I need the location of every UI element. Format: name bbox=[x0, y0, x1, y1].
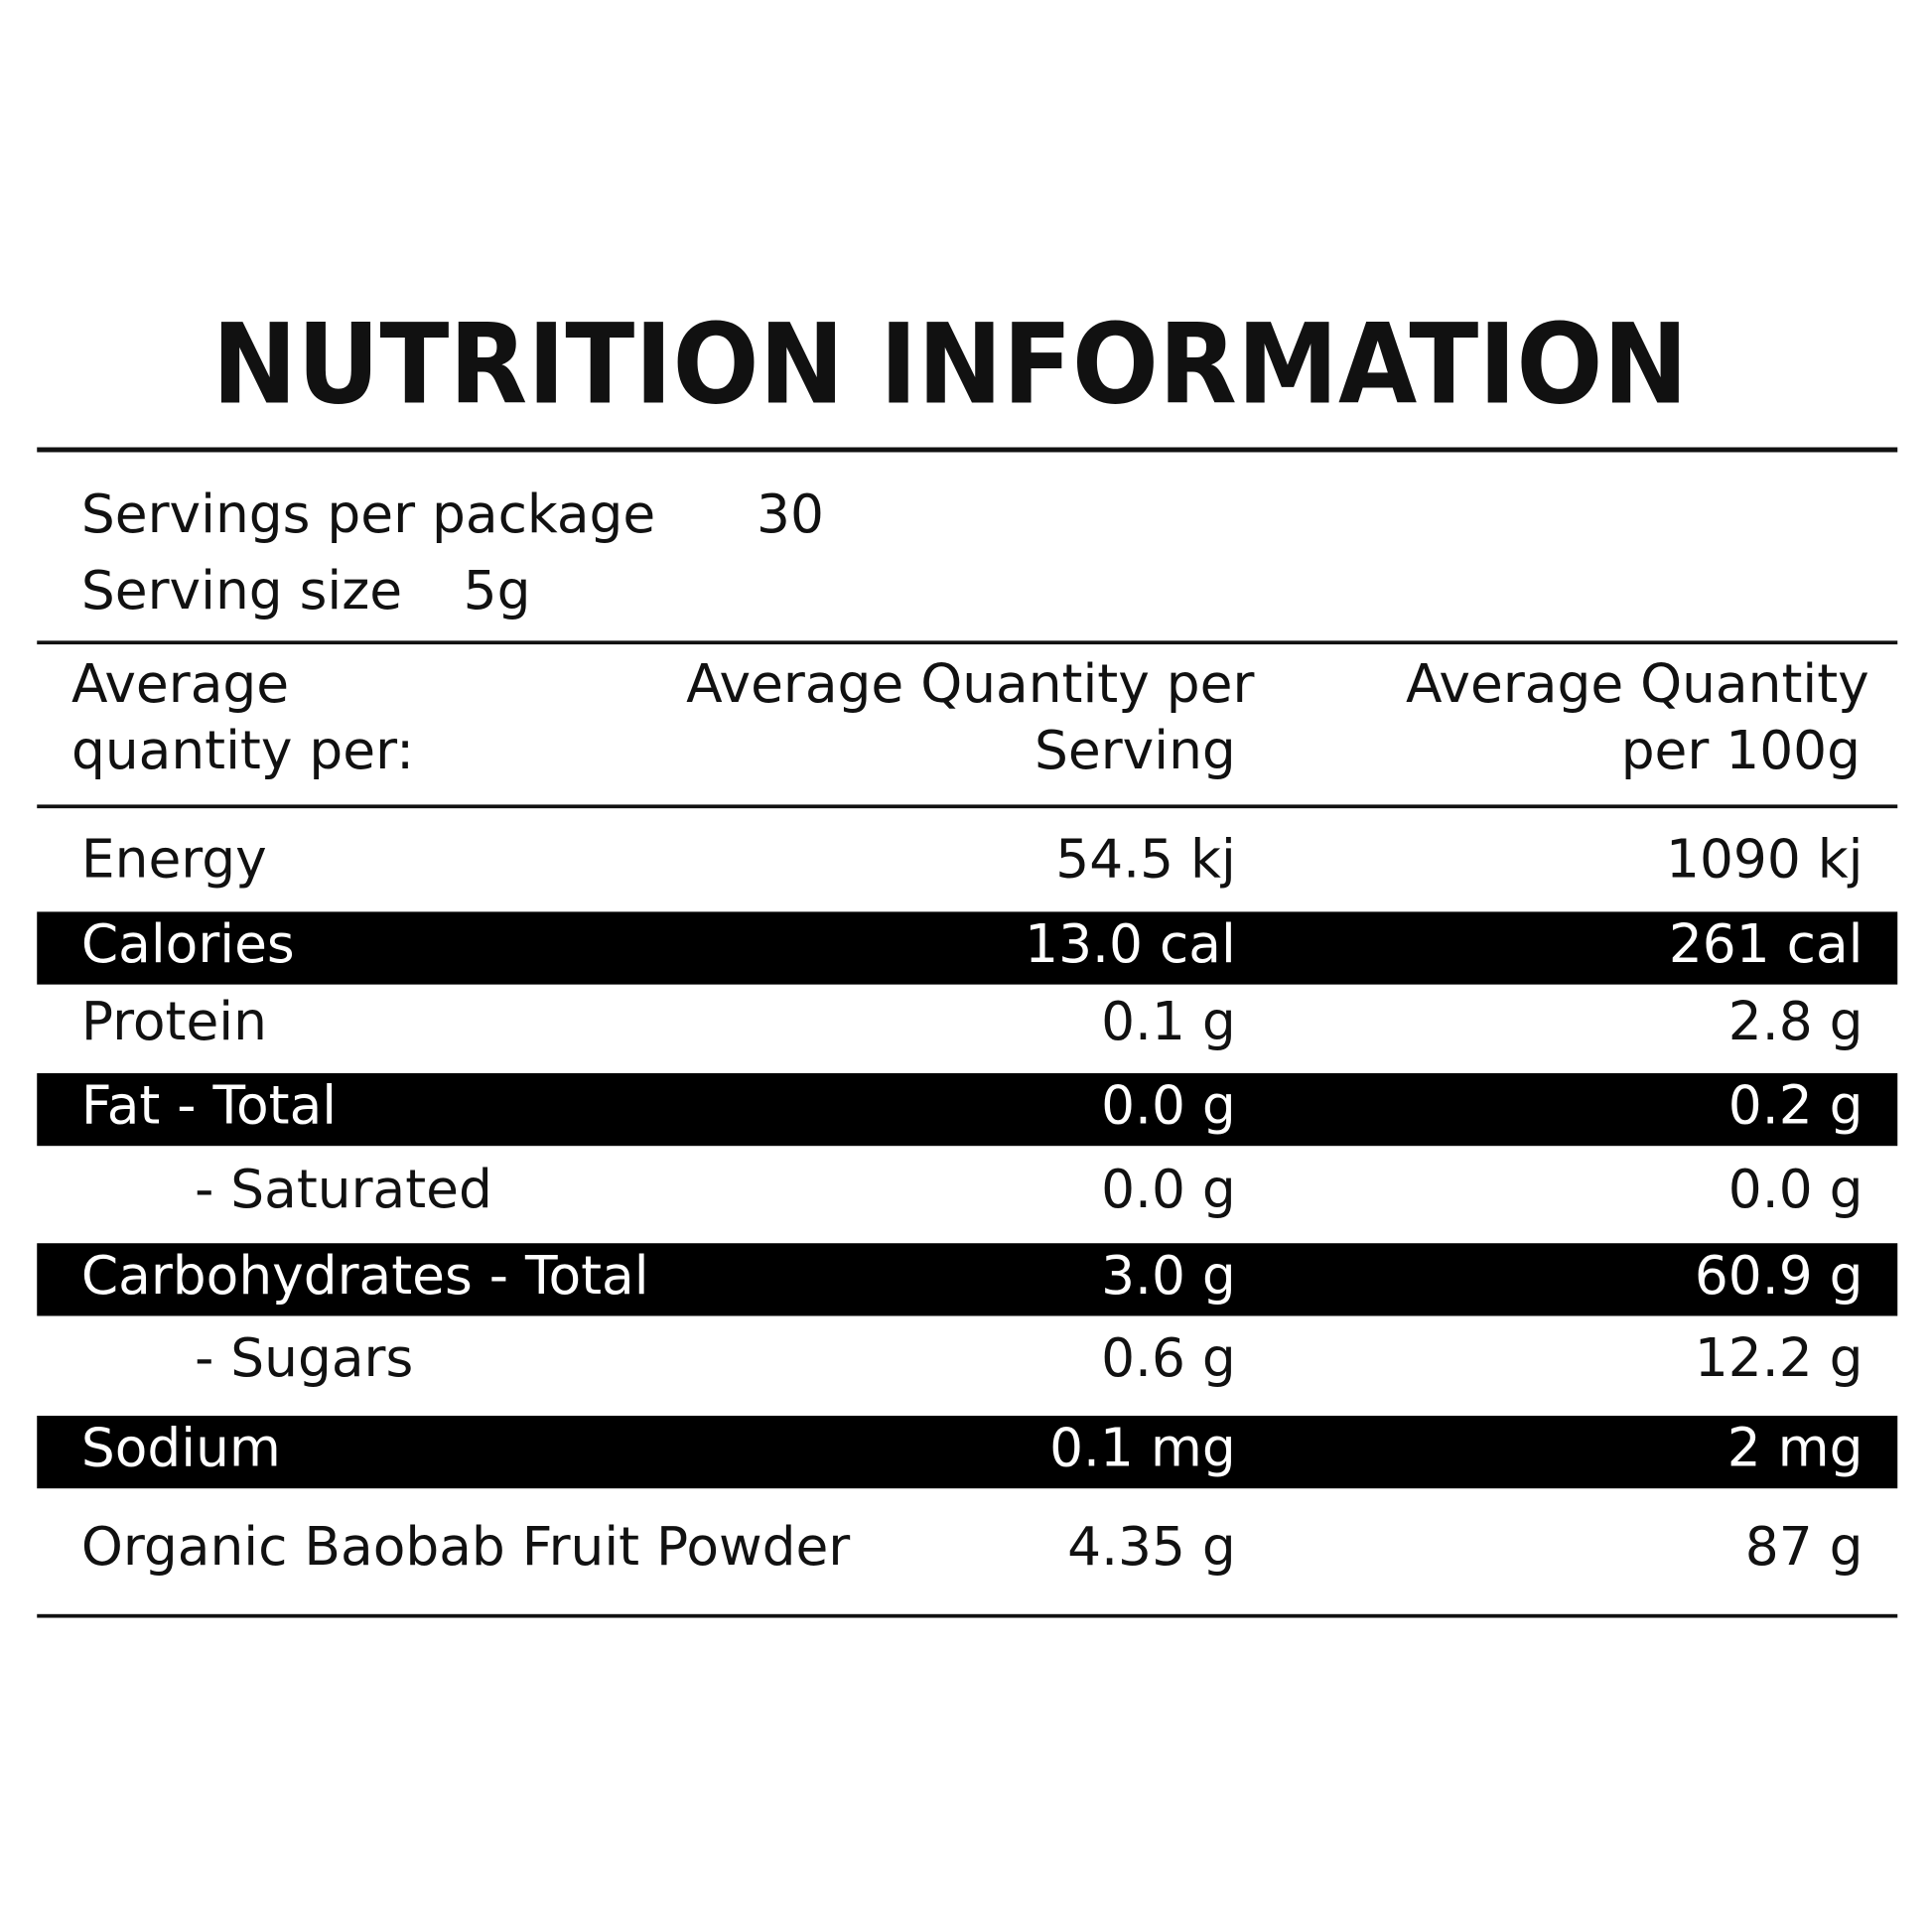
column-header: Average bbox=[71, 652, 289, 715]
per-100g: 2 mg bbox=[1727, 1417, 1863, 1479]
row-band bbox=[37, 1072, 1898, 1147]
per-serving: 3.0 g bbox=[1101, 1244, 1236, 1307]
per-100g: 0.0 g bbox=[1728, 1158, 1863, 1220]
serving-label: Servings per package bbox=[81, 483, 655, 545]
row-label: Sodium bbox=[81, 1417, 281, 1479]
row-label: Calories bbox=[81, 912, 295, 975]
per-100g: 2.8 g bbox=[1728, 990, 1863, 1052]
per-serving: 54.5 kj bbox=[1055, 827, 1236, 890]
per-serving: 4.35 g bbox=[1067, 1515, 1236, 1578]
column-header: Average Quantity per bbox=[686, 652, 1254, 715]
row-band bbox=[37, 911, 1898, 985]
per-100g: 12.2 g bbox=[1695, 1326, 1863, 1389]
row-label: Carbohydrates - Total bbox=[81, 1244, 649, 1307]
per-serving: 0.6 g bbox=[1101, 1326, 1236, 1389]
row-label: - Saturated bbox=[195, 1158, 492, 1220]
row-band bbox=[37, 1243, 1898, 1316]
row-label: Energy bbox=[81, 827, 267, 890]
per-serving: 13.0 cal bbox=[1025, 912, 1236, 975]
column-header: per 100g bbox=[1621, 719, 1861, 781]
column-header: Average Quantity bbox=[1406, 652, 1869, 715]
rule bbox=[37, 804, 1898, 809]
per-serving: 0.0 g bbox=[1101, 1074, 1236, 1137]
per-100g: 60.9 g bbox=[1695, 1244, 1863, 1307]
rule bbox=[37, 447, 1898, 453]
rule bbox=[37, 640, 1898, 645]
serving-label: Serving size bbox=[81, 559, 402, 621]
row-label: Organic Baobab Fruit Powder bbox=[81, 1515, 850, 1578]
per-serving: 0.1 g bbox=[1101, 990, 1236, 1052]
column-header: quantity per: bbox=[71, 719, 414, 781]
per-100g: 1090 kj bbox=[1666, 827, 1863, 890]
serving-value: 5g bbox=[464, 559, 531, 621]
row-label: Protein bbox=[81, 990, 267, 1052]
column-header: Serving bbox=[1035, 719, 1236, 781]
title: NUTRITION INFORMATION bbox=[211, 301, 1688, 430]
per-serving: 0.1 mg bbox=[1049, 1417, 1236, 1479]
per-100g: 261 cal bbox=[1669, 912, 1863, 975]
row-label: Fat - Total bbox=[81, 1074, 337, 1137]
serving-value: 30 bbox=[757, 483, 824, 545]
per-100g: 0.2 g bbox=[1728, 1074, 1863, 1137]
row-label: - Sugars bbox=[195, 1326, 413, 1389]
per-100g: 87 g bbox=[1745, 1515, 1863, 1578]
per-serving: 0.0 g bbox=[1101, 1158, 1236, 1220]
row-band bbox=[37, 1415, 1898, 1489]
rule bbox=[37, 1613, 1898, 1618]
